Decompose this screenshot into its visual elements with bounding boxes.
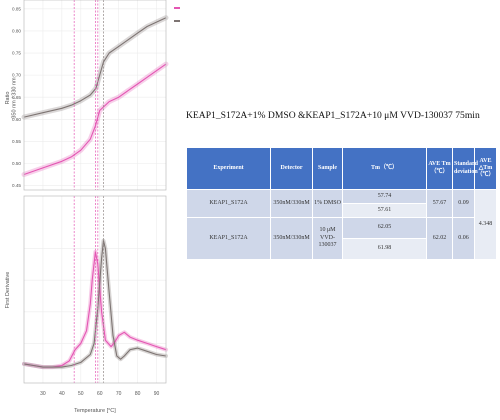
cell-ave-tm: 62.02 [426, 217, 453, 260]
temperature-tick-label: 90 [154, 391, 160, 397]
cell-tm: 57.61 [342, 203, 427, 218]
cell-detector: 350nM/330nM [270, 217, 313, 260]
cell-tm: 61.98 [342, 238, 427, 260]
cell-sample: 10 μM VVD-130037 [312, 217, 343, 260]
ratio-y-tick-label: 0.65 [12, 95, 21, 100]
header-standard-deviation: Standard deviation [452, 147, 478, 190]
ratio-axis-label-line: 350 nm / 330 nm [12, 77, 18, 119]
ratio-y-tick-label: 0.60 [12, 117, 21, 122]
ratio-y-tick-label: 0.80 [12, 29, 21, 34]
ratio-y-tick-label: 0.85 [12, 6, 21, 11]
ratio-y-tick-label: 0.45 [12, 183, 21, 188]
tm-results-table: Experiment Detector Sample Tm（℃） AVE Tm（… [186, 147, 497, 260]
temperature-tick-label: 60 [97, 391, 103, 397]
ratio-y-tick-label: 0.70 [12, 73, 21, 78]
table-row: 61.98 [187, 238, 497, 260]
temperature-tick-label: 70 [116, 391, 122, 397]
derivative-line-dmso [23, 251, 167, 368]
cell-standard-deviation: 0.06 [452, 217, 475, 260]
derivative-plot-frame [23, 195, 167, 384]
table-row: 57.61 [187, 203, 497, 218]
ratio-axis-label-line: Ratio [5, 92, 11, 105]
header-ave-delta-tm: AVE △Tm（℃） [474, 147, 497, 190]
cell-standard-deviation: 0.09 [452, 189, 475, 218]
ratio-line-vvd [23, 17, 167, 118]
temperature-tick-label: 50 [78, 391, 84, 397]
temperature-tick-label: 30 [40, 391, 46, 397]
table-row: KEAP1_S172A 350nM/330nM 1% DMSO 57.74 57… [186, 189, 497, 260]
derivative-axis-label: First Derivative [5, 272, 11, 309]
cell-experiment: KEAP1_S172A [186, 189, 271, 218]
legend: KEAP1_S172A M150520012 1%DMSO KEAP1_S172… [174, 7, 180, 22]
ratio-plot-frame [23, 0, 167, 191]
ratio-plot-background [24, 0, 166, 190]
nanodsf-charts: 0.45 0.50 0.55 0.60 0.65 0.70 0.75 0.80 0.85 30 40… [5, 0, 180, 414]
ratio-y-tick-label: 0.55 [12, 139, 21, 144]
ratio-y-tick-label: 0.50 [12, 161, 21, 166]
cell-ave-tm: 57.67 [426, 189, 453, 218]
cell-tm: 57.74 [342, 189, 427, 204]
derivative-plot-background [24, 196, 166, 383]
header-sample: Sample [312, 147, 343, 190]
header-detector: Detector [270, 147, 313, 190]
ratio-axis-label: Ratio350 nm / 330 nm [5, 77, 18, 119]
table-row: KEAP1_S172A 350nM/330nM 10 μM VVD-130037… [186, 217, 497, 260]
derivative-line-vvd [23, 240, 167, 368]
header-tm: Tm（℃） [342, 147, 427, 190]
table-header-row: Experiment Detector Sample Tm（℃） AVE Tm（… [186, 147, 497, 190]
cell-ave-delta-tm: 4.348 [474, 189, 497, 260]
temperature-axis-label: Temperature [°C] [74, 408, 116, 414]
ratio-y-tick-label: 0.75 [12, 51, 21, 56]
cell-detector: 350nM/330nM [270, 189, 313, 218]
temperature-tick-label: 80 [135, 391, 141, 397]
temperature-tick-label: 40 [59, 391, 65, 397]
cell-experiment: KEAP1_S172A [186, 217, 271, 260]
header-ave-tm: AVE Tm（℃） [426, 147, 453, 190]
summary-title: KEAP1_S172A+1% DMSO &KEAP1_S172A+10 μM V… [186, 110, 480, 121]
ratio-line-dmso [23, 63, 167, 176]
header-experiment: Experiment [186, 147, 271, 190]
cell-tm: 62.05 [342, 217, 427, 239]
cell-sample: 1% DMSO [312, 189, 343, 218]
